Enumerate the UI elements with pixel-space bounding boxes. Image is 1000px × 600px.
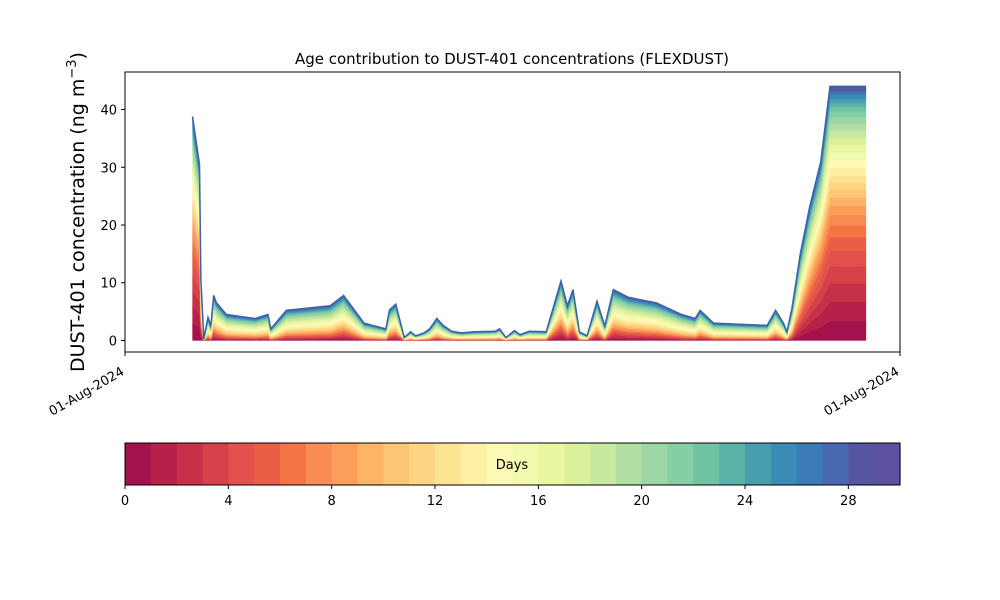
colorbar-cell [796, 443, 824, 485]
x-tick-label: 01-Aug-2024 [822, 364, 902, 419]
colorbar-tick-label: 28 [840, 494, 857, 509]
colorbar-cell [667, 443, 694, 485]
colorbar-cell [512, 443, 539, 485]
y-tick-label: 0 [109, 334, 117, 349]
colorbar-tick-label: 4 [224, 494, 232, 509]
colorbar-cell [228, 443, 255, 485]
colorbar-tick-label: 0 [121, 494, 129, 509]
colorbar-tick-label: 20 [633, 494, 650, 509]
colorbar-cell [564, 443, 591, 485]
y-tick-label: 10 [100, 277, 117, 292]
age-class-area-29 [192, 86, 867, 339]
age-class-area-25 [192, 95, 867, 339]
age-class-area-23 [192, 102, 867, 340]
y-axis-label-close: ) [67, 52, 89, 59]
colorbar-tick-label: 16 [530, 494, 547, 509]
plot-area: 0 10 20 30 40 01-Aug-2024 01-Aug-2024 [47, 71, 902, 420]
y-tick-label: 40 [100, 104, 117, 119]
age-class-area-19 [192, 123, 867, 340]
colorbar-tick-label: 8 [328, 494, 336, 509]
colorbar-ticks: 0 4 8 12 16 20 24 28 [121, 485, 857, 509]
colorbar-frame [124, 442, 901, 486]
colorbar-cell [357, 443, 384, 485]
plot-frame [124, 71, 901, 353]
age-class-area-28 [192, 88, 867, 339]
stacked-areas [192, 86, 867, 341]
y-axis-label: DUST-401 concentration (ng m−3) [65, 52, 89, 372]
age-class-area-24 [192, 98, 867, 339]
age-class-area-20 [192, 117, 867, 340]
colorbar-cell [460, 443, 488, 485]
y-axis-ticks: 0 10 20 30 40 [100, 104, 125, 349]
colorbar-cell [150, 443, 178, 485]
colorbar: Days 0 4 8 12 16 20 24 28 [121, 442, 901, 509]
age-class-area-22 [192, 106, 867, 340]
age-class-area-26 [192, 92, 867, 339]
colorbar-cell [486, 443, 514, 485]
colorbar-cell [435, 443, 462, 485]
colorbar-cell [409, 443, 436, 485]
y-axis-label-main: DUST-401 concentration (ng m [67, 79, 89, 372]
colorbar-cell [590, 443, 617, 485]
total-concentration-line [191, 85, 866, 340]
colorbar-cell [770, 443, 798, 485]
colorbar-cell [254, 443, 281, 485]
colorbar-cell [176, 443, 204, 485]
y-tick-label: 20 [100, 219, 117, 234]
colorbar-cell [848, 443, 875, 485]
age-class-area-18 [192, 130, 867, 340]
colorbar-cell [719, 443, 746, 485]
colorbar-cell [280, 443, 307, 485]
x-axis-ticks: 01-Aug-2024 01-Aug-2024 [47, 352, 902, 420]
colorbar-cell [538, 443, 565, 485]
colorbar-tick-label: 24 [737, 494, 754, 509]
colorbar-cell [615, 443, 643, 485]
colorbar-cell [202, 443, 229, 485]
colorbar-label: Days [496, 458, 529, 473]
colorbar-cell [383, 443, 410, 485]
colorbar-tick-label: 12 [427, 494, 444, 509]
age-class-area-21 [192, 111, 867, 340]
colorbar-cell [745, 443, 772, 485]
colorbar-cells [125, 443, 901, 485]
y-tick-label: 30 [100, 161, 117, 176]
colorbar-cell [331, 443, 359, 485]
colorbar-cell [305, 443, 333, 485]
chart-title: Age contribution to DUST-401 concentrati… [295, 50, 729, 68]
colorbar-cell [693, 443, 720, 485]
colorbar-cell [874, 443, 901, 485]
colorbar-cell [641, 443, 669, 485]
colorbar-cell [125, 443, 152, 485]
colorbar-cell [822, 443, 849, 485]
y-axis-label-exponent: −3 [65, 59, 80, 78]
age-class-area-27 [192, 90, 867, 339]
